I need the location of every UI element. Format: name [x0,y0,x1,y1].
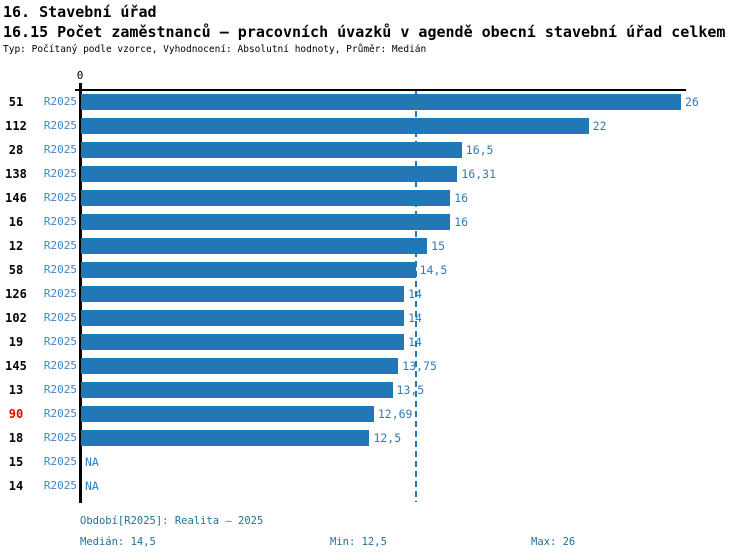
bar [81,286,405,302]
row-period-label: R2025 [43,335,77,348]
bar-value-label: 14 [408,335,422,349]
row-id-label: 138 [5,167,27,181]
row-period-label: R2025 [43,191,77,204]
row-period-label: R2025 [43,311,77,324]
row-period-label: R2025 [43,287,77,300]
row-id-label: 12 [8,239,24,253]
row-id-label: 18 [8,431,24,445]
row-id-label: 90 [8,407,24,421]
row-id-label: 19 [8,335,24,349]
bar [81,310,405,326]
row-id-label: 15 [8,455,24,469]
bar-value-label: 16,31 [461,167,496,181]
row-period-label: R2025 [43,167,77,180]
bar [81,262,416,278]
bar [81,238,428,254]
row-period-label: R2025 [43,119,77,132]
row-period-label: R2025 [43,479,77,492]
bar-value-label: 14 [408,287,422,301]
bar-value-label: 12,69 [377,407,413,421]
row-id-label: 112 [5,119,27,133]
bar-value-label: 13,75 [402,359,437,373]
bar [81,334,405,350]
bar [81,190,451,206]
row-id-label: 14 [8,479,24,493]
bar-value-label: NA [85,479,99,493]
bar-value-label: 12,5 [373,431,402,445]
row-id-label: 13 [8,383,24,397]
bar-value-label: 16,5 [465,143,494,157]
bar [81,214,451,230]
row-id-label: 146 [5,191,27,205]
bar-value-label: 16 [454,191,469,205]
min-stat: Min: 12,5 [330,536,387,548]
y-axis-line [78,83,82,503]
period-legend: Období[R2025]: Realita – 2025 [80,515,264,527]
bar [81,166,458,182]
row-period-label: R2025 [43,359,77,372]
row-period-label: R2025 [43,407,77,420]
bar [81,406,374,422]
bar [81,94,681,110]
indicator-meta-line: Typ: Počítaný podle vzorce, Vyhodnocení:… [3,44,427,55]
bar-value-label: 15 [431,239,445,253]
bar [81,142,462,158]
bar [81,358,399,374]
row-period-label: R2025 [43,215,77,228]
row-id-label: 28 [8,143,24,157]
x-axis-line [75,89,686,91]
x-axis-zero-tick-label: 0 [76,69,84,82]
bar-value-label: 14 [408,311,422,325]
indicator-title: 16.15 Počet zaměstnanců – pracovních úva… [3,23,726,41]
max-stat: Max: 26 [531,536,576,548]
row-id-label: 102 [5,311,27,325]
row-id-label: 126 [5,287,27,301]
row-period-label: R2025 [43,263,77,276]
bar-value-label: NA [85,455,99,469]
row-period-label: R2025 [43,95,77,108]
bar-value-label: 14,5 [419,263,448,277]
row-id-label: 58 [8,263,24,277]
bar-value-label: 22 [592,119,607,133]
bar-value-label: 16 [454,215,469,229]
row-period-label: R2025 [43,431,77,444]
section-title: 16. Stavební úřad [3,3,157,21]
row-period-label: R2025 [43,239,77,252]
row-period-label: R2025 [43,455,77,468]
bar-value-label: 26 [685,95,699,109]
row-id-label: 16 [8,215,24,229]
row-id-label: 51 [8,95,24,109]
bar-value-label: 13,5 [396,383,425,397]
row-id-label: 145 [5,359,27,373]
row-period-label: R2025 [43,383,77,396]
bar [81,382,393,398]
bar [81,430,370,446]
row-period-label: R2025 [43,143,77,156]
bar [81,118,589,134]
median-reference-line [414,91,417,502]
median-stat: Medián: 14,5 [80,536,156,548]
